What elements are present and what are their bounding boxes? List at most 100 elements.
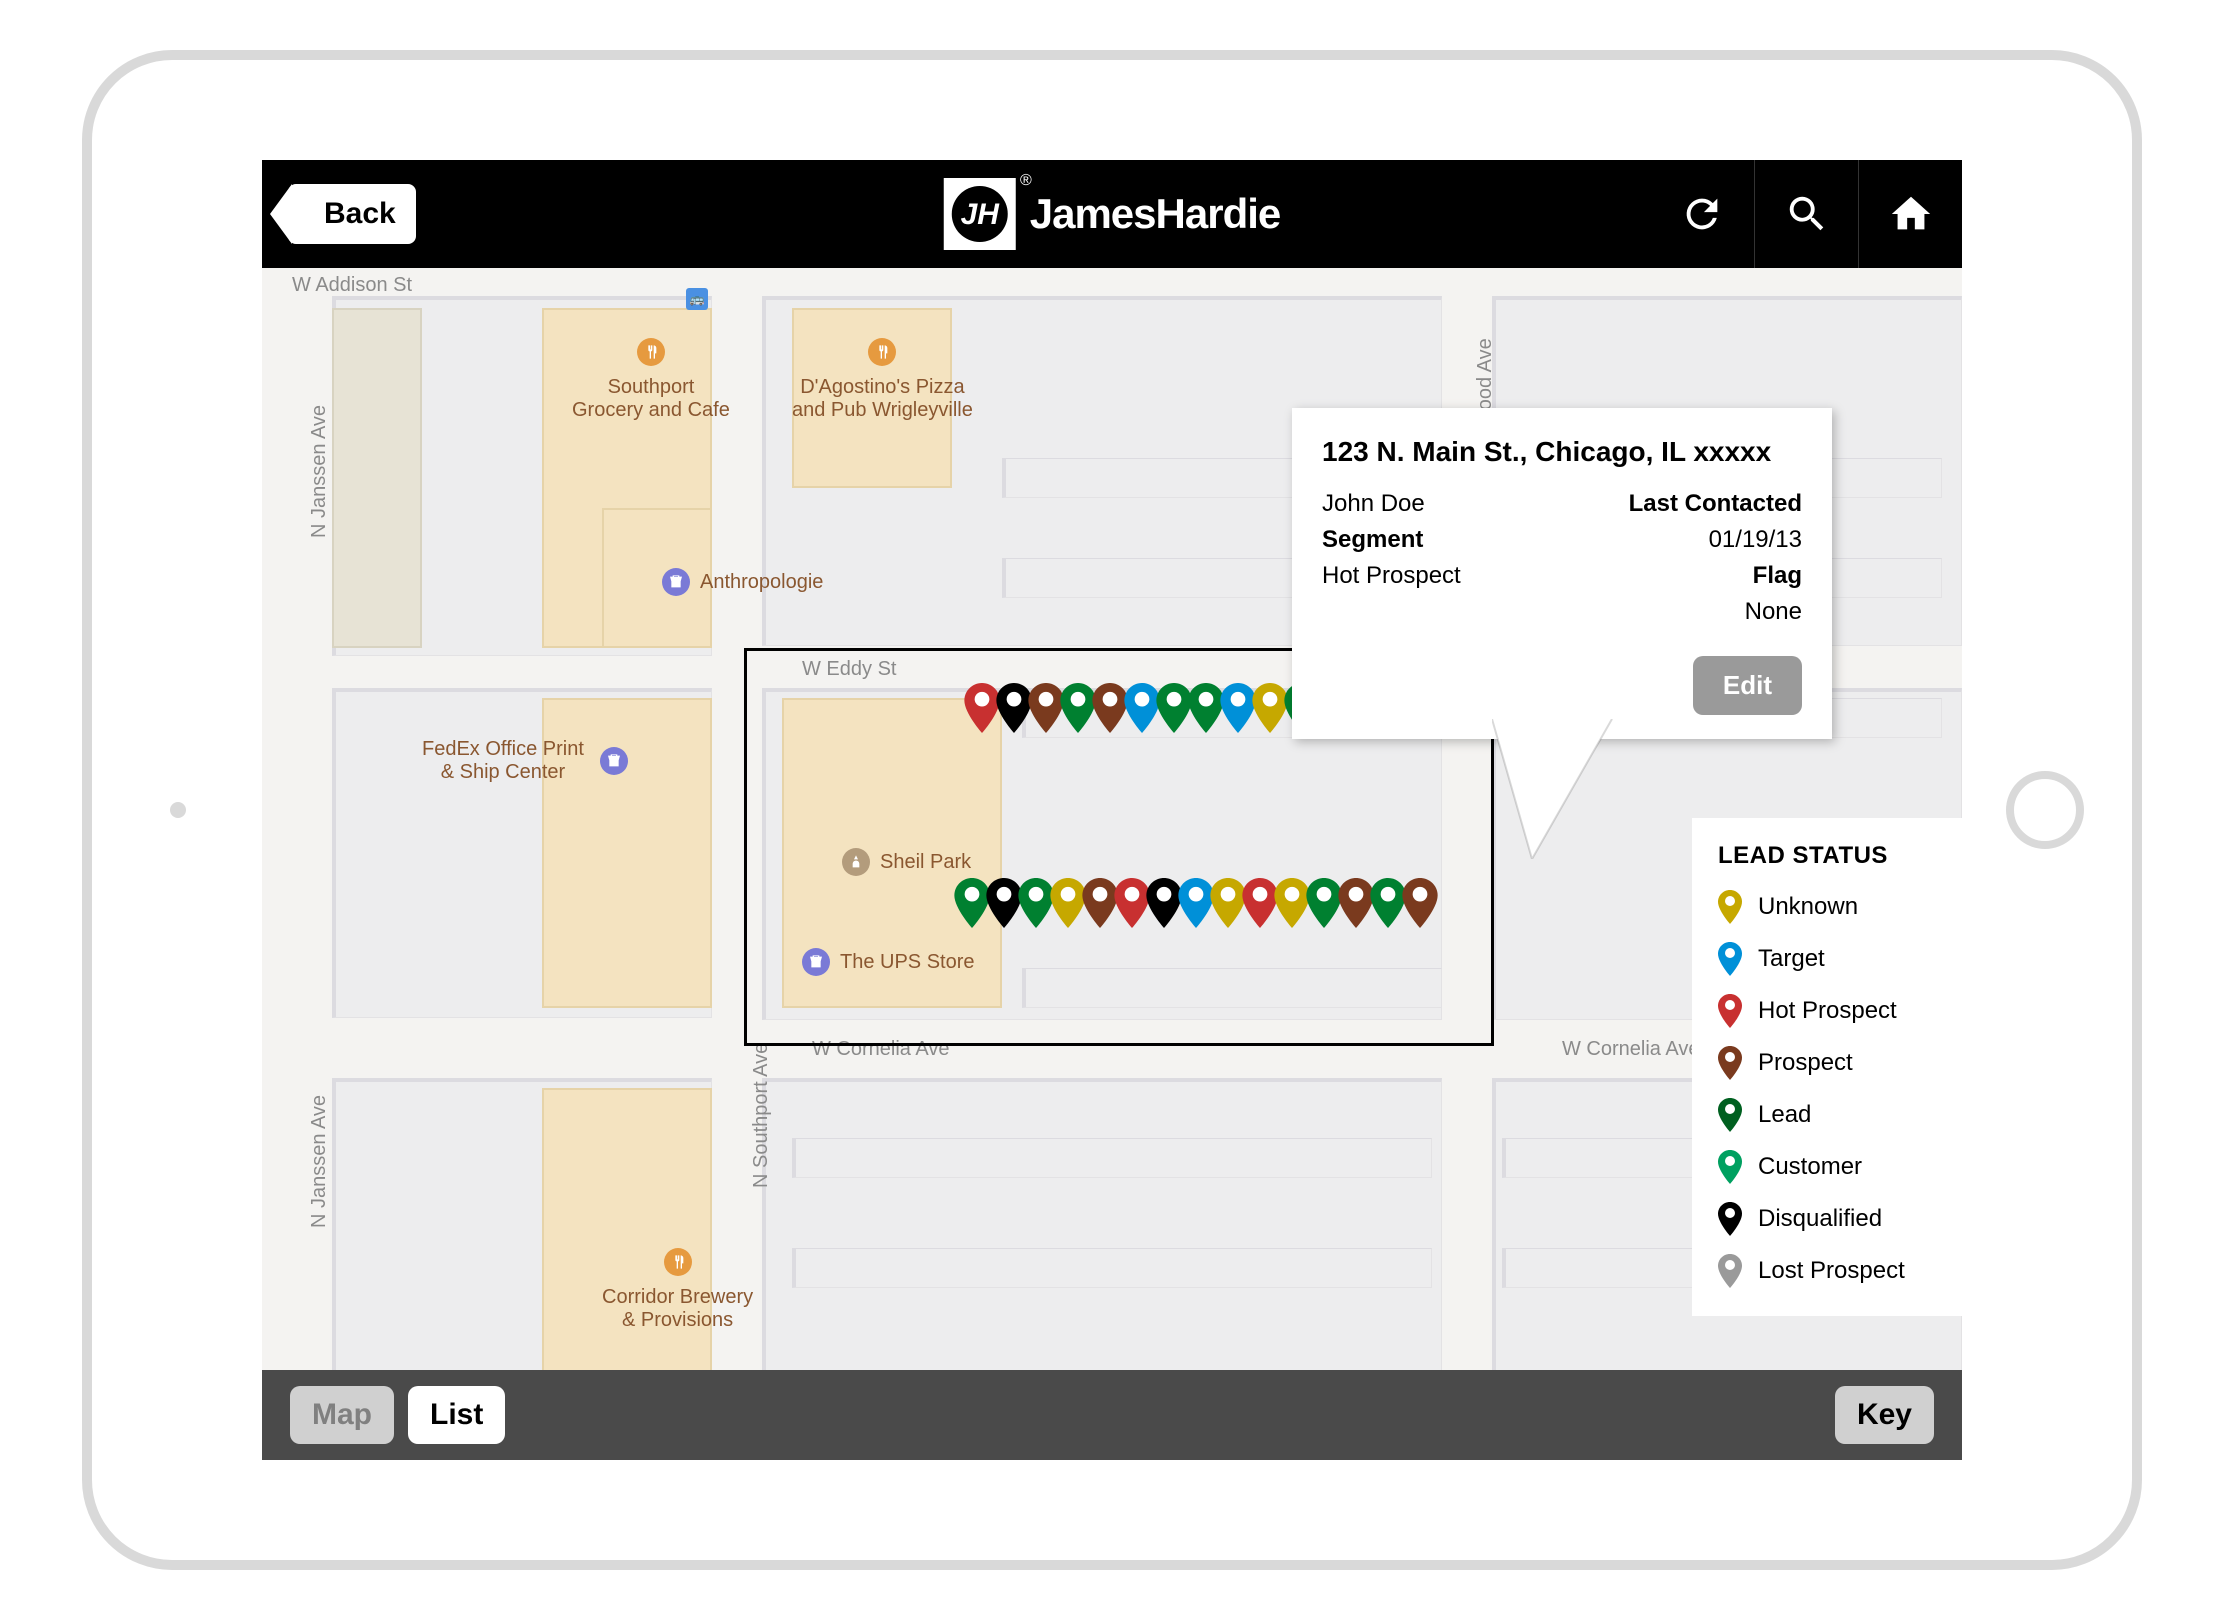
key-toggle-label: Key xyxy=(1857,1398,1912,1431)
map-pin[interactable] xyxy=(1092,683,1128,733)
legend-row: Prospect xyxy=(1718,1046,1936,1080)
map-pin[interactable] xyxy=(964,683,1000,733)
popup-contact-name: John Doe xyxy=(1322,486,1461,522)
map-pin[interactable] xyxy=(1050,878,1086,928)
road-label: W Addison St xyxy=(292,274,412,297)
road-label: W Cornelia Ave xyxy=(812,1038,949,1061)
map-pin[interactable] xyxy=(1210,878,1246,928)
search-icon[interactable] xyxy=(1754,160,1858,268)
brand-logo: JH JamesHardie xyxy=(944,178,1281,250)
edit-button[interactable]: Edit xyxy=(1693,656,1802,715)
popup-flag-label: Flag xyxy=(1629,558,1802,594)
back-button[interactable]: Back xyxy=(288,184,416,244)
app-screen: Back JH JamesHardie xyxy=(262,160,1962,1460)
svg-text:JH: JH xyxy=(961,198,1001,231)
map-pin[interactable] xyxy=(954,878,990,928)
legend-label: Target xyxy=(1758,945,1825,973)
refresh-icon[interactable] xyxy=(1650,160,1754,268)
pin-row xyxy=(968,683,1320,733)
legend-label: Lead xyxy=(1758,1101,1811,1129)
map-pin[interactable] xyxy=(996,683,1032,733)
brand-badge: JH xyxy=(944,178,1016,250)
legend-row: Target xyxy=(1718,942,1936,976)
map-pin[interactable] xyxy=(1114,878,1150,928)
transit-icon: 🚌 xyxy=(686,288,708,310)
edit-button-label: Edit xyxy=(1723,670,1772,700)
map-pin[interactable] xyxy=(1146,878,1182,928)
road-label: N Janssen Ave xyxy=(308,405,331,538)
legend-pin-icon xyxy=(1718,994,1742,1028)
legend-label: Unknown xyxy=(1758,893,1858,921)
map-pin[interactable] xyxy=(986,878,1022,928)
map-toggle-label: Map xyxy=(312,1398,372,1431)
legend-row: Customer xyxy=(1718,1150,1936,1184)
map-pin[interactable] xyxy=(1252,683,1288,733)
lead-status-legend: LEAD STATUS Unknown Target Hot Prospect Pro… xyxy=(1692,818,1962,1316)
legend-pin-icon xyxy=(1718,942,1742,976)
popup-flag-value: None xyxy=(1629,594,1802,630)
list-toggle-button[interactable]: List xyxy=(408,1386,505,1444)
road-label: N Janssen Ave xyxy=(308,1095,331,1228)
map-pin[interactable] xyxy=(1018,878,1054,928)
app-footer: Map List Key xyxy=(262,1370,1962,1460)
map-pin[interactable] xyxy=(1220,683,1256,733)
legend-pin-icon xyxy=(1718,1046,1742,1080)
list-toggle-label: List xyxy=(430,1398,483,1431)
legend-label: Hot Prospect xyxy=(1758,997,1897,1025)
home-icon[interactable] xyxy=(1858,160,1962,268)
legend-label: Lost Prospect xyxy=(1758,1257,1905,1285)
back-button-label: Back xyxy=(324,197,396,231)
legend-label: Disqualified xyxy=(1758,1205,1882,1233)
map-pin[interactable] xyxy=(1402,878,1438,928)
popup-tail xyxy=(1492,719,1632,859)
map-pin[interactable] xyxy=(1124,683,1160,733)
pin-row xyxy=(958,878,1438,928)
map-poi: FedEx Office Print& Ship Center xyxy=(422,738,628,784)
road-label: W Eddy St xyxy=(802,658,896,681)
legend-label: Prospect xyxy=(1758,1049,1853,1077)
map-pin[interactable] xyxy=(1082,878,1118,928)
legend-pin-icon xyxy=(1718,1098,1742,1132)
legend-pin-icon xyxy=(1718,1150,1742,1184)
legend-row: Hot Prospect xyxy=(1718,994,1936,1028)
legend-row: Lead xyxy=(1718,1098,1936,1132)
legend-row: Disqualified xyxy=(1718,1202,1936,1236)
map-pin[interactable] xyxy=(1178,878,1214,928)
map-poi: D'Agostino's Pizzaand Pub Wrigleyville xyxy=(792,338,973,422)
map-pin[interactable] xyxy=(1188,683,1224,733)
popup-last-contacted-value: 01/19/13 xyxy=(1629,522,1802,558)
tablet-frame: Back JH JamesHardie xyxy=(82,50,2142,1570)
legend-row: Lost Prospect xyxy=(1718,1254,1936,1288)
map-pin[interactable] xyxy=(1060,683,1096,733)
map-poi: Corridor Brewery& Provisions xyxy=(602,1248,753,1332)
popup-segment-label: Segment xyxy=(1322,522,1461,558)
road-label: W Cornelia Ave xyxy=(1562,1038,1699,1061)
key-toggle-button[interactable]: Key xyxy=(1835,1386,1934,1444)
road-label: N Southport Ave xyxy=(750,1043,773,1188)
map-pin[interactable] xyxy=(1370,878,1406,928)
popup-segment-value: Hot Prospect xyxy=(1322,558,1461,594)
map-pin[interactable] xyxy=(1028,683,1064,733)
map-poi: Anthropologie xyxy=(662,568,823,596)
brand-name: JamesHardie xyxy=(1030,190,1281,238)
map-pin[interactable] xyxy=(1274,878,1310,928)
legend-pin-icon xyxy=(1718,1254,1742,1288)
legend-row: Unknown xyxy=(1718,890,1936,924)
lead-info-popup: 123 N. Main St., Chicago, IL xxxxx John … xyxy=(1292,408,1832,739)
map-pin[interactable] xyxy=(1156,683,1192,733)
map-toggle-button[interactable]: Map xyxy=(290,1386,394,1444)
map-area[interactable]: W Addison St N Janssen Ave N Janssen Ave W … xyxy=(262,268,1962,1370)
legend-pin-icon xyxy=(1718,890,1742,924)
map-pin[interactable] xyxy=(1338,878,1374,928)
popup-last-contacted-label: Last Contacted xyxy=(1629,486,1802,522)
map-poi: SouthportGrocery and Cafe xyxy=(572,338,730,422)
tablet-home-button[interactable] xyxy=(2006,771,2084,849)
map-pin[interactable] xyxy=(1306,878,1342,928)
legend-title: LEAD STATUS xyxy=(1718,842,1936,870)
map-poi: The UPS Store xyxy=(802,948,975,976)
header-actions xyxy=(1650,160,1962,268)
popup-address: 123 N. Main St., Chicago, IL xxxxx xyxy=(1322,436,1802,468)
legend-label: Customer xyxy=(1758,1153,1862,1181)
legend-pin-icon xyxy=(1718,1202,1742,1236)
map-pin[interactable] xyxy=(1242,878,1278,928)
